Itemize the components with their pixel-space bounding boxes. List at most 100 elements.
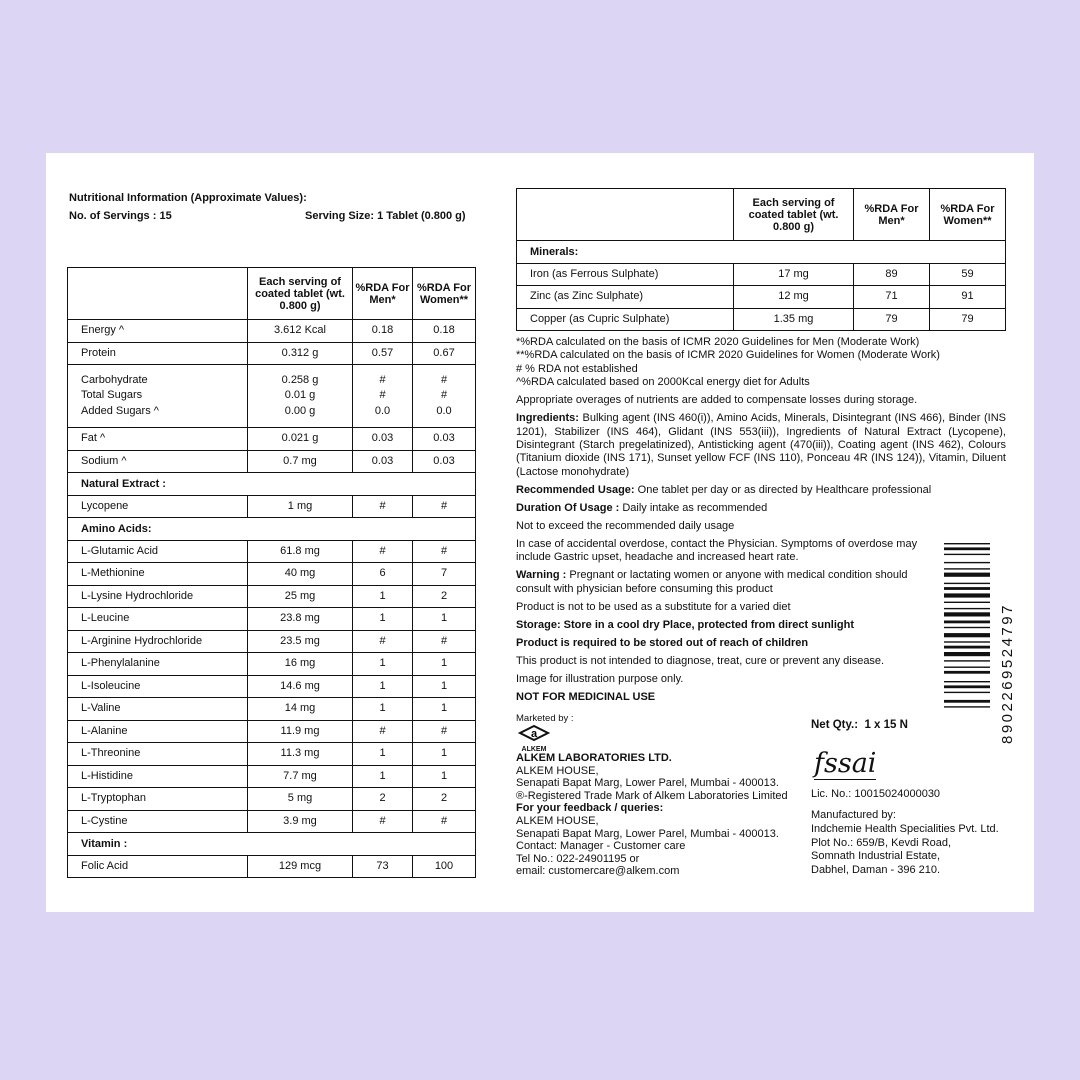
manufacturer-address: Manufactured by: Indchemie Health Specia… xyxy=(811,809,999,877)
rda-women-value: 1 xyxy=(440,769,448,782)
barcode-bar xyxy=(944,593,990,598)
nutrient-row: L-Glutamic Acid 61.8 mg # # xyxy=(67,539,476,563)
section-row: Amino Acids: xyxy=(67,517,476,541)
rda-men: 0.18 xyxy=(352,319,413,343)
rda-men: 1 xyxy=(352,764,413,788)
rda-men: # xyxy=(352,539,413,563)
rda-women: 1 xyxy=(412,697,476,721)
footnote: *%RDA calculated on the basis of ICMR 20… xyxy=(516,336,920,348)
nutrition-title: Nutritional Information (Approximate Val… xyxy=(69,192,307,204)
rda-men-value: 1 xyxy=(379,657,386,669)
rda-women-value: 100 xyxy=(434,859,454,872)
amount-per-serving-value: 0.00 g xyxy=(284,404,316,417)
section-row: Minerals: xyxy=(516,240,1006,264)
rda-men-value: # xyxy=(379,544,386,557)
rda-women: 0.67 xyxy=(412,341,476,365)
nutrient-row: Energy ^ 3.612 Kcal 0.18 0.18 xyxy=(67,319,476,343)
barcode-bar xyxy=(944,612,990,617)
email-link[interactable]: email: customercare@alkem.com xyxy=(516,865,680,878)
section-label: Natural Extract : xyxy=(67,472,476,496)
rda-men-value: # xyxy=(379,373,386,386)
amount-per-serving-value: 25 mg xyxy=(284,589,316,602)
rda-women-value: 2 xyxy=(440,589,448,602)
rda-women: 1 xyxy=(412,674,476,698)
rda-women: 1 xyxy=(412,764,476,788)
barcode-bar xyxy=(944,607,990,610)
overdose-note: In case of accidental overdose, contact … xyxy=(516,537,918,564)
nutrient-name: Fat ^ xyxy=(67,427,248,451)
rda-men: 79 xyxy=(853,307,930,331)
nutrient-name-value: L-Cystine xyxy=(81,814,128,827)
nutrient-name: L-Leucine xyxy=(67,607,248,631)
rda-men: # xyxy=(352,719,413,743)
fssai-license: Lic. No.: 10015024000030 xyxy=(811,788,941,800)
rda-women: 0.18 xyxy=(412,319,476,343)
nutrient-name: L-Methionine xyxy=(67,562,248,586)
section-label: Minerals: xyxy=(516,240,1006,264)
amount-per-serving: 0.258 g 0.01 g 0.00 g xyxy=(247,364,353,428)
label-panel: Nutritional Information (Approximate Val… xyxy=(46,153,1034,912)
amount-per-serving-value: 61.8 mg xyxy=(280,544,320,557)
rda-men: 89 xyxy=(853,262,930,286)
rda-women-value: 79 xyxy=(961,312,974,325)
section-label: Vitamin : xyxy=(67,832,476,856)
rda-women-value: # xyxy=(440,389,448,402)
amount-per-serving: 23.8 mg xyxy=(247,607,353,631)
svg-text:a: a xyxy=(531,728,538,740)
nutrient-name: Lycopene xyxy=(67,494,248,518)
amount-per-serving: 11.9 mg xyxy=(247,719,353,743)
nutrient-name-value: Carbohydrate xyxy=(81,373,148,386)
rda-men-value: # xyxy=(379,724,386,737)
nutrient-row: L-Leucine 23.8 mg 1 1 xyxy=(67,607,476,631)
amount-per-serving: 12 mg xyxy=(733,285,854,309)
nutrient-row: Zinc (as Zinc Sulphate) 12 mg 71 91 xyxy=(516,285,1006,309)
barcode-bar xyxy=(944,706,990,708)
nutrient-name: L-Phenylalanine xyxy=(67,652,248,676)
rda-men-value: 0.03 xyxy=(371,454,394,467)
marketer-address: ALKEM LABORATORIES LTD. ALKEM HOUSE, Sen… xyxy=(516,752,788,878)
barcode-bar xyxy=(944,626,990,629)
rda-women: # xyxy=(412,809,476,833)
rda-men: 1 xyxy=(352,652,413,676)
section-row: Natural Extract : xyxy=(67,472,476,496)
amount-per-serving-value: 17 mg xyxy=(778,267,809,280)
barcode-bar xyxy=(944,685,990,689)
nutrition-table: Each serving of coated tablet (wt. 0.800… xyxy=(67,267,476,878)
barcode-bar xyxy=(944,620,990,624)
rda-men-value: 2 xyxy=(379,792,386,804)
servings-count: No. of Servings : 15 xyxy=(69,210,172,222)
nutrient-row: Copper (as Cupric Sulphate) 1.35 mg 79 79 xyxy=(516,307,1006,331)
nutrient-name: L-Lysine Hydrochloride xyxy=(67,584,248,608)
rda-women-value: # xyxy=(440,544,448,557)
amount-per-serving-value: 0.258 g xyxy=(281,373,319,386)
footnote: **%RDA calculated on the basis of ICMR 2… xyxy=(516,349,940,362)
barcode-bar xyxy=(944,547,990,551)
rda-men: 73 xyxy=(352,854,413,878)
nutrient-name-value: L-Arginine Hydrochloride xyxy=(81,634,203,647)
barcode-bar xyxy=(944,572,990,577)
nutrient-name: Energy ^ xyxy=(67,319,248,343)
rda-men: # xyxy=(352,494,413,518)
rda-women-value: # xyxy=(440,373,448,386)
barcode-bar xyxy=(944,699,990,703)
nutrient-row: L-Alanine 11.9 mg # # xyxy=(67,719,476,743)
barcode-bar xyxy=(944,652,990,657)
nutrient-name: Sodium ^ xyxy=(67,449,248,473)
amount-per-serving: 129 mcg xyxy=(247,854,353,878)
barcode-bar xyxy=(944,561,990,564)
col-header-serving: Each serving of coated tablet (wt. 0.800… xyxy=(733,188,854,241)
nutrient-name-value: Fat ^ xyxy=(81,432,106,444)
rda-women-value: 7 xyxy=(440,567,448,579)
notes-block: *%RDA calculated on the basis of ICMR 20… xyxy=(516,336,1006,709)
amount-per-serving: 23.5 mg xyxy=(247,629,353,653)
rda-women-value: # xyxy=(440,634,448,647)
nutrient-row: Carbohydrate Total Sugars Added Sugars ^ 0.… xyxy=(67,364,476,428)
rda-women-value: # xyxy=(440,499,448,512)
section-row: Vitamin : xyxy=(67,832,476,856)
rda-men: 71 xyxy=(853,285,930,309)
amount-per-serving: 7.7 mg xyxy=(247,764,353,788)
rda-men-value: 0.0 xyxy=(374,404,391,417)
alkem-logo-icon: a xyxy=(517,724,551,742)
amount-per-serving: 25 mg xyxy=(247,584,353,608)
nutrient-name-value: Iron (as Ferrous Sulphate) xyxy=(530,267,659,280)
